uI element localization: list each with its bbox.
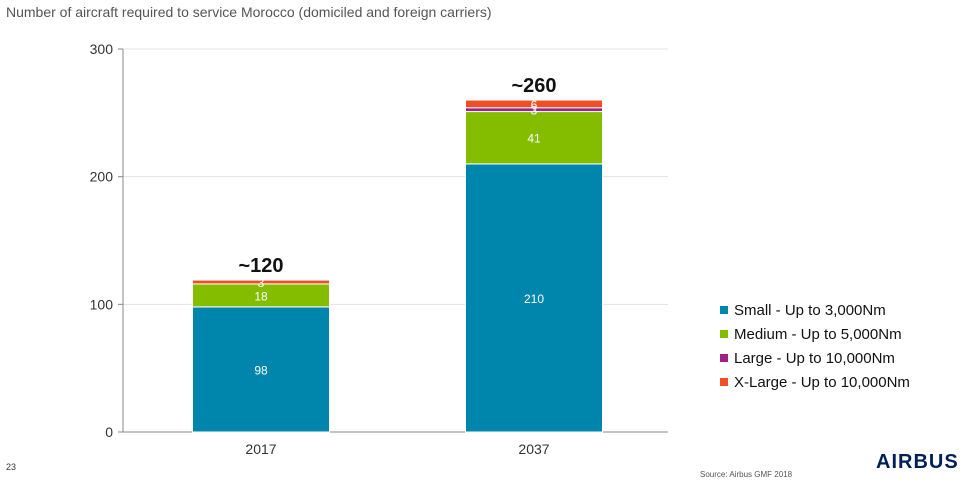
legend-item: X-Large - Up to 10,000Nm	[720, 370, 910, 394]
legend-label: Medium - Up to 5,000Nm	[734, 325, 902, 343]
y-tick-label: 100	[90, 296, 114, 312]
bar-segment-label: 18	[254, 289, 268, 303]
y-tick-label: 0	[105, 424, 113, 440]
legend-swatch	[720, 378, 728, 386]
legend-swatch	[720, 354, 728, 362]
bar-segment-label: 3	[258, 276, 265, 290]
legend-label: X-Large - Up to 10,000Nm	[734, 373, 910, 391]
bar-segment	[192, 306, 330, 433]
chart-legend: Small - Up to 3,000Nm Medium - Up to 5,00…	[720, 298, 910, 394]
bar-segment	[465, 99, 603, 109]
y-tick-label: 200	[90, 169, 114, 185]
x-tick-label: 2017	[245, 441, 276, 457]
legend-item: Small - Up to 3,000Nm	[720, 298, 910, 322]
chart-title: Number of aircraft required to service M…	[6, 4, 492, 20]
legend-swatch	[720, 306, 728, 314]
bar-segment	[465, 111, 603, 165]
bar-total-label: ~260	[511, 75, 556, 97]
legend-item: Medium - Up to 5,000Nm	[720, 322, 910, 346]
airbus-logo: AIRBUS	[876, 451, 959, 473]
x-tick-label: 2037	[518, 441, 549, 457]
legend-item: Large - Up to 10,000Nm	[720, 346, 910, 370]
bar-segment-label: 41	[527, 132, 541, 146]
bar-segment-label: 6	[531, 98, 538, 112]
legend-label: Large - Up to 10,000Nm	[734, 349, 895, 367]
source-note: Source: Airbus GMF 2018	[700, 470, 793, 479]
bar-segment	[465, 163, 603, 433]
bar-segment	[192, 279, 330, 285]
bar-segment-label: 98	[254, 363, 268, 377]
legend-swatch	[720, 330, 728, 338]
page-number: 23	[6, 462, 17, 472]
legend-label: Small - Up to 3,000Nm	[734, 301, 886, 319]
bar-segment-label: 3	[531, 104, 538, 118]
bar-total-label: ~120	[238, 255, 283, 277]
y-tick-label: 300	[90, 41, 114, 57]
bar-segment-label: 210	[524, 292, 544, 306]
